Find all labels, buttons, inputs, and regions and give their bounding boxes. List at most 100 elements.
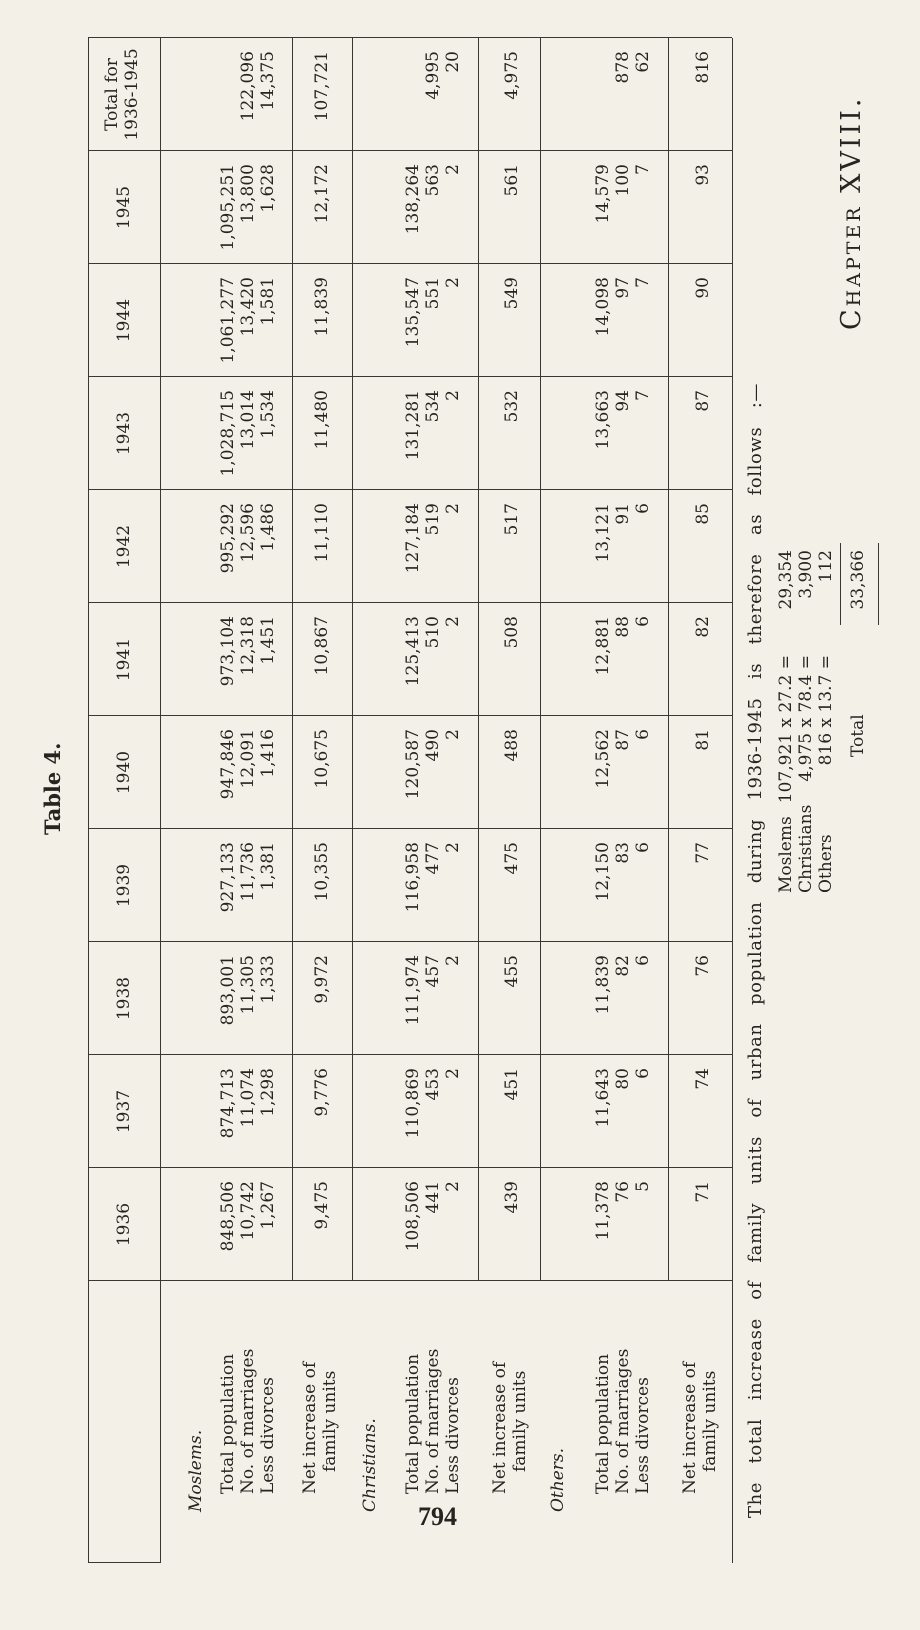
table-cell: 2 <box>443 1068 463 1079</box>
summary-label: Moslems <box>776 816 796 893</box>
table-cell: 2 <box>443 277 463 288</box>
summary-total-label: Total <box>848 714 868 757</box>
table-cell: 2 <box>443 955 463 966</box>
row-label: Total population <box>593 1353 613 1494</box>
summary-result: 29,354 <box>776 550 796 610</box>
table-cell: 12,091 <box>238 729 258 789</box>
table-cell: 6 <box>633 842 653 853</box>
table-cell: 2 <box>443 1181 463 1192</box>
table-cell: 534 <box>423 390 443 423</box>
table-cell: 973,104 <box>218 616 238 687</box>
table-cell: 11,305 <box>238 955 258 1015</box>
table-cell: 11,378 <box>593 1181 613 1241</box>
table-cell-net: 87 <box>693 390 713 412</box>
column-header: 1942 <box>114 524 134 569</box>
table-cell: 14,375 <box>258 51 278 111</box>
table-cell: 1,298 <box>258 1068 278 1117</box>
table-cell: 138,264 <box>403 164 423 235</box>
table-cell: 14,579 <box>593 164 613 224</box>
column-header: 1944 <box>114 298 134 343</box>
table-cell: 1,416 <box>258 729 278 778</box>
table-cell-net: 107,721 <box>312 51 332 122</box>
row-label: family units <box>510 1370 530 1472</box>
table-cell-net: 9,972 <box>312 955 332 1004</box>
row-divider <box>668 38 669 1281</box>
table-cell: 111,974 <box>403 955 423 1026</box>
row-label: Less divorces <box>633 1377 653 1494</box>
table-cell-net: 11,480 <box>312 390 332 450</box>
table-cell: 927,133 <box>218 842 238 913</box>
row-label: Total population <box>218 1353 238 1494</box>
row-label: family units <box>320 1370 340 1472</box>
table-cell: 2 <box>443 503 463 514</box>
summary-sentence: The total increase of family units of ur… <box>745 383 766 1518</box>
row-label: No. of marriages <box>423 1348 443 1494</box>
table-cell: 12,596 <box>238 503 258 563</box>
table-cell: 6 <box>633 503 653 514</box>
summary-label: Christians <box>796 804 816 893</box>
table-bottom-border <box>732 38 733 1563</box>
table-cell: 83 <box>613 842 633 864</box>
table-cell: 87 <box>613 729 633 751</box>
table-cell-net: 85 <box>693 503 713 525</box>
row-label: No. of marriages <box>613 1348 633 1494</box>
column-header: 1940 <box>114 750 134 795</box>
table-cell: 551 <box>423 277 443 310</box>
group-label: Moslems. <box>186 1429 206 1512</box>
column-header: 1943 <box>114 411 134 456</box>
table-cell: 6 <box>633 729 653 740</box>
table-cell: 13,663 <box>593 390 613 450</box>
table-cell-net: 816 <box>693 51 713 84</box>
table-cell: 2 <box>443 842 463 853</box>
table-cell: 1,061,277 <box>218 277 238 364</box>
table-cell: 4,995 <box>423 51 443 100</box>
table-cell-net: 10,675 <box>312 729 332 789</box>
table-cell: 1,581 <box>258 277 278 326</box>
table-cell: 13,014 <box>238 390 258 450</box>
table-cell: 848,506 <box>218 1181 238 1252</box>
table-cell: 11,736 <box>238 842 258 902</box>
column-header-total: 1936-1945 <box>122 48 142 141</box>
row-label: family units <box>700 1370 720 1472</box>
table-cell: 5 <box>633 1181 653 1192</box>
table-cell: 80 <box>613 1068 633 1090</box>
table-cell: 11,839 <box>593 955 613 1015</box>
table-cell: 131,281 <box>403 390 423 461</box>
table-cell: 62 <box>633 51 653 73</box>
summary-expression: 816 x 13.7 = <box>816 655 836 766</box>
table-cell: 874,713 <box>218 1068 238 1139</box>
column-header-total: Total for <box>102 58 122 131</box>
table-cell: 477 <box>423 842 443 875</box>
row-label: Net increase of <box>680 1361 700 1494</box>
table-cell: 12,881 <box>593 616 613 676</box>
table-cell: 127,184 <box>403 503 423 574</box>
table-cell: 1,095,251 <box>218 164 238 251</box>
summary-result: 3,900 <box>796 550 816 599</box>
table-cell-net: 549 <box>502 277 522 310</box>
group-divider <box>540 38 541 1281</box>
table-cell: 13,121 <box>593 503 613 563</box>
page-number: 794 <box>418 1502 457 1531</box>
column-header: 1939 <box>114 863 134 908</box>
table-cell: 490 <box>423 729 443 762</box>
table-cell: 13,800 <box>238 164 258 224</box>
row-label: No. of marriages <box>238 1348 258 1494</box>
summary-result: 112 <box>816 550 836 583</box>
table-cell: 14,098 <box>593 277 613 337</box>
row-label: Net increase of <box>490 1361 510 1494</box>
table-cell: 1,333 <box>258 955 278 1004</box>
table-cell-net: 475 <box>502 842 522 875</box>
table-cell: 6 <box>633 955 653 966</box>
table-cell: 995,292 <box>218 503 238 574</box>
table-cell: 510 <box>423 616 443 649</box>
table-cell-net: 81 <box>693 729 713 751</box>
table-cell: 878 <box>613 51 633 84</box>
summary-total-value: 33,366 <box>848 550 868 610</box>
table-cell-net: 9,776 <box>312 1068 332 1117</box>
row-label: Less divorces <box>443 1377 463 1494</box>
table-cell: 12,562 <box>593 729 613 789</box>
table-cell: 6 <box>633 616 653 627</box>
table-cell: 125,413 <box>403 616 423 687</box>
table-cell: 1,381 <box>258 842 278 891</box>
